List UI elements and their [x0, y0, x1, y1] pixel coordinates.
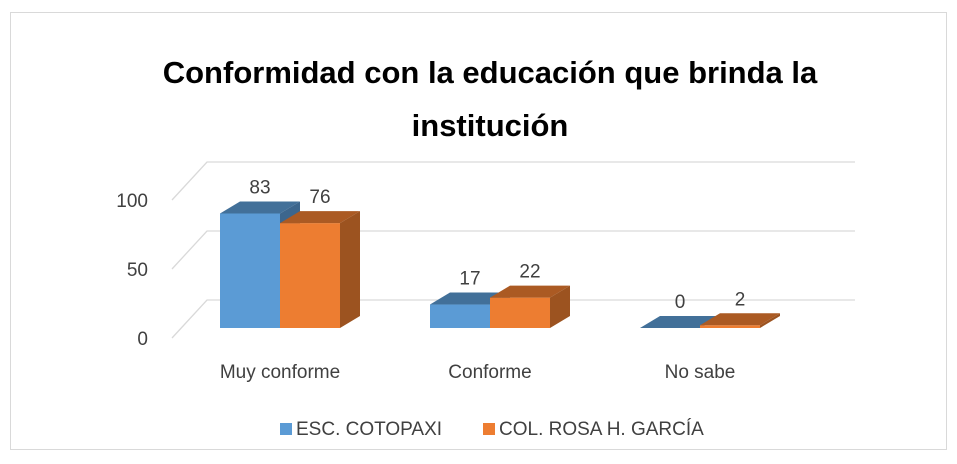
grid-line: [171, 230, 855, 270]
legend-swatch: [483, 423, 495, 435]
bar-top: [640, 316, 720, 328]
legend-label: COL. ROSA H. GARCÍA: [499, 419, 704, 440]
chart-title: Conformidad con la educación que brinda …: [163, 55, 818, 143]
bar-side: [550, 285, 570, 328]
x-tick-label: No sabe: [665, 362, 736, 383]
data-label: 2: [735, 289, 746, 310]
bar-top: [280, 211, 360, 224]
y-tick-label: 50: [127, 260, 148, 281]
y-tick-label: 100: [116, 191, 148, 212]
bar-front: [430, 304, 490, 328]
x-tick-label: Muy conforme: [220, 362, 340, 383]
bar-front: [280, 223, 340, 328]
bar-top: [700, 313, 780, 326]
bar-front: [220, 213, 280, 328]
bar-top: [490, 285, 570, 298]
data-label: 17: [459, 269, 480, 290]
legend-swatch: [280, 423, 292, 435]
data-label: 76: [309, 187, 330, 208]
data-label: 83: [249, 177, 270, 198]
data-label: 0: [675, 292, 686, 313]
bar-side: [760, 313, 780, 328]
bar-front: [700, 325, 760, 328]
data-label: 22: [519, 262, 540, 283]
grid-line: [171, 161, 855, 201]
bar-side: [340, 211, 360, 328]
x-tick-label: Conforme: [448, 362, 531, 383]
bar-front: [490, 297, 550, 328]
bar-top: [220, 201, 300, 214]
grid-line: [171, 299, 855, 339]
legend-label: ESC. COTOPAXI: [296, 419, 442, 440]
y-tick-label: 0: [137, 329, 148, 350]
